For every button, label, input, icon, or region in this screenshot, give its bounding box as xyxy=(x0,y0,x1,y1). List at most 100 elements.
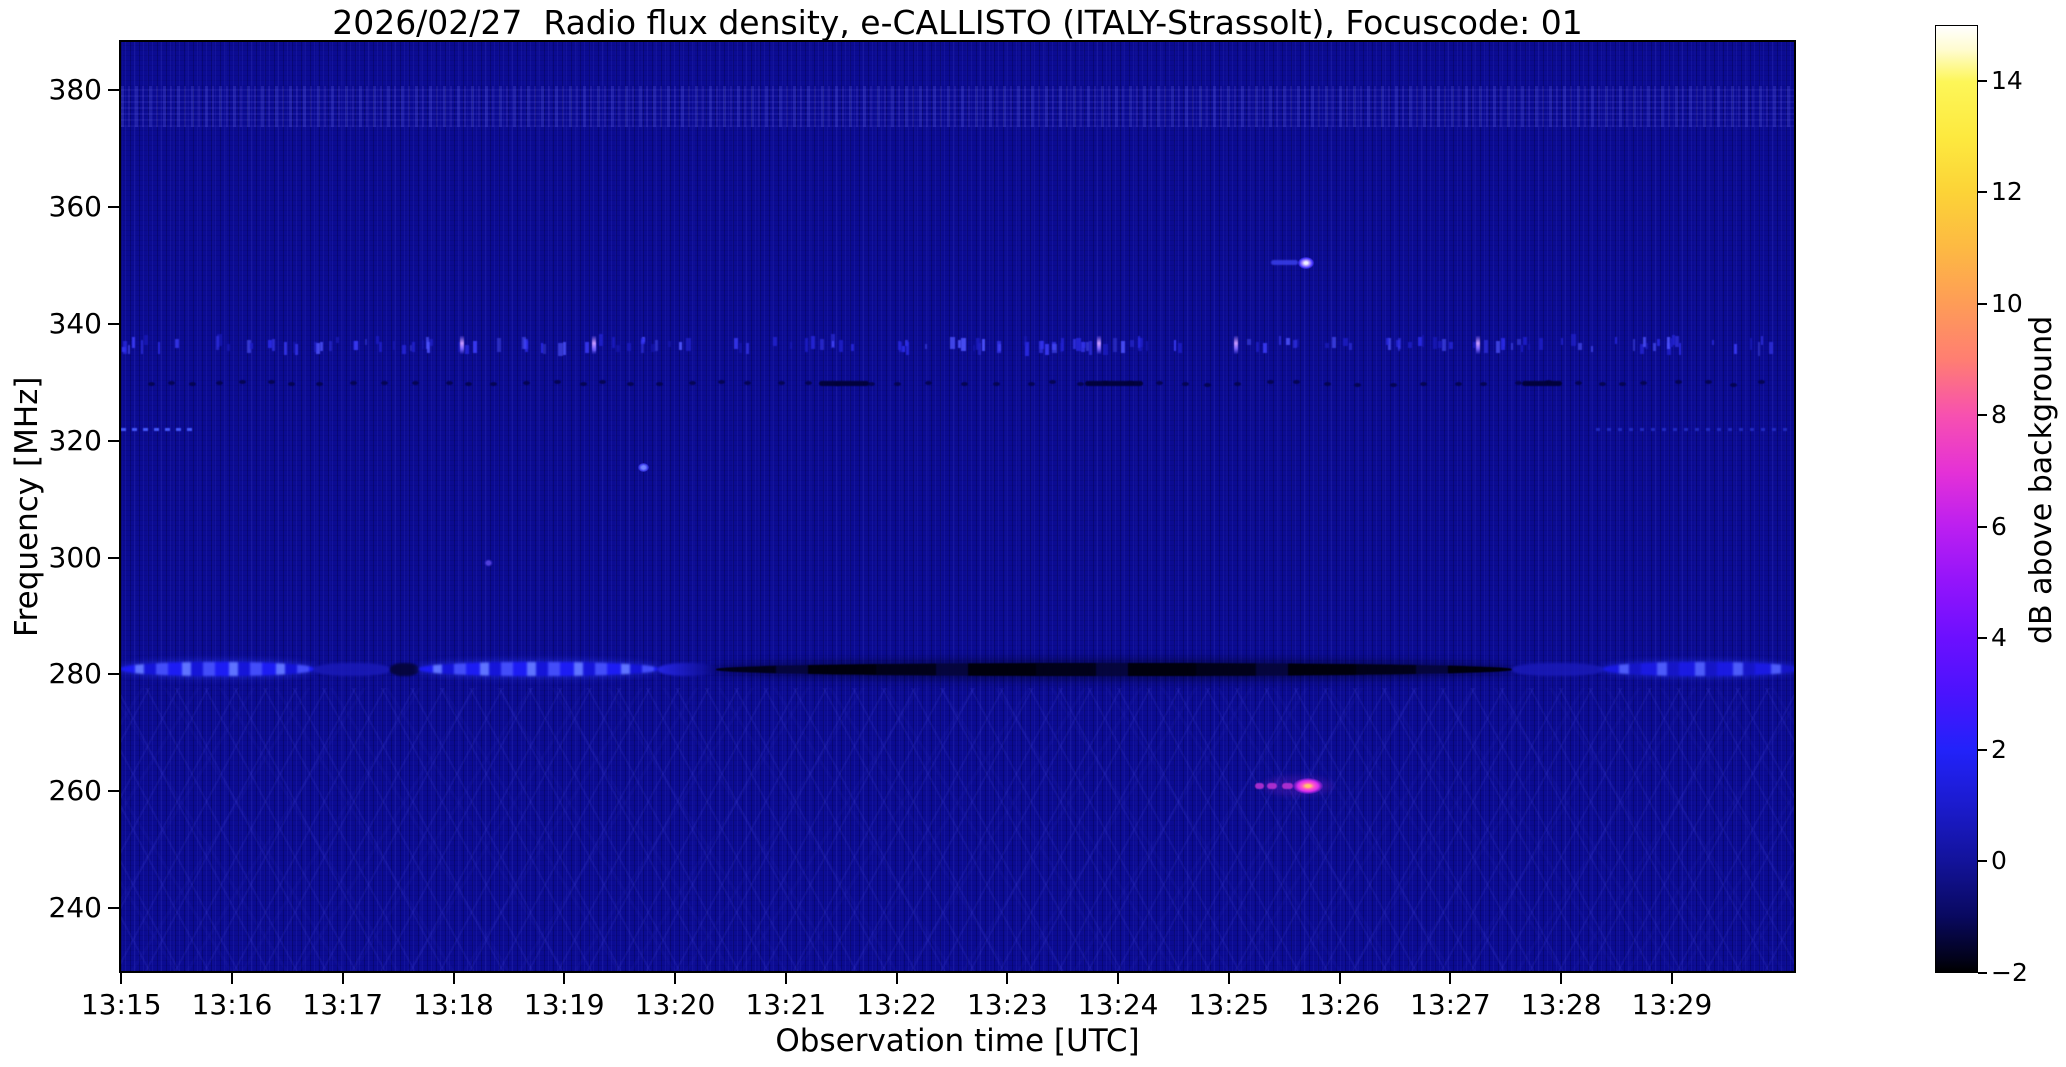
rfi-streak xyxy=(465,345,469,354)
rfi-streak xyxy=(542,344,547,354)
rfi-streak xyxy=(412,342,416,352)
x-tick-mark xyxy=(452,973,455,984)
rfi-streak xyxy=(220,334,223,347)
x-tick-mark xyxy=(784,973,787,984)
rfi-streak xyxy=(1643,337,1646,348)
rfi-streak xyxy=(1396,339,1400,347)
rfi-streak xyxy=(1501,337,1506,350)
burst-261MHz-dash xyxy=(1267,783,1278,790)
x-tick-label: 13:29 xyxy=(1631,988,1713,1021)
rfi-streak xyxy=(1397,346,1400,352)
rfi-streak xyxy=(1286,337,1290,346)
absorption-dot xyxy=(626,382,634,387)
rfi-streak xyxy=(329,341,333,352)
rfi-streak xyxy=(316,343,320,354)
rfi-streak xyxy=(227,343,231,351)
rfi-streak xyxy=(1527,343,1530,351)
rfi-streak xyxy=(746,342,750,355)
rfi-streak xyxy=(1678,343,1682,356)
colorbar-tick-label: −2 xyxy=(1991,958,2028,987)
rfi-streak xyxy=(144,335,148,345)
rfi-streak xyxy=(1292,339,1297,348)
rfi-streak xyxy=(1522,336,1527,345)
rfi-streak xyxy=(283,341,287,356)
colorbar-tick-label: 4 xyxy=(1991,623,2007,653)
absorption-dot xyxy=(381,380,389,385)
absorption-dot xyxy=(656,381,664,386)
carrier-281MHz-bright-a xyxy=(121,662,314,677)
rfi-streak xyxy=(1343,338,1348,347)
rfi-streak xyxy=(805,337,809,352)
rfi-streak xyxy=(1749,338,1752,351)
rfi-streak xyxy=(472,340,477,354)
colorbar-tick-mark xyxy=(1978,748,1987,751)
x-axis-label: Observation time [UTC] xyxy=(775,1023,1140,1059)
absorption-dot xyxy=(465,382,473,387)
absorption-dot xyxy=(1181,381,1189,386)
rfi-streak xyxy=(611,336,616,349)
line-322MHz-left xyxy=(121,427,196,431)
rfi-streak xyxy=(1640,343,1645,354)
rfi-streak xyxy=(820,339,825,351)
rfi-bright-streak xyxy=(591,335,596,354)
rfi-streak xyxy=(1432,336,1438,350)
rfi-streak xyxy=(1060,337,1065,352)
rfi-streak xyxy=(1666,336,1671,350)
absorption-dot xyxy=(1619,382,1627,387)
rfi-streak xyxy=(1387,337,1392,350)
rfi-streak xyxy=(810,336,815,350)
absorption-dot xyxy=(579,381,587,386)
y-tick-mark xyxy=(108,439,119,442)
x-tick-mark xyxy=(1117,973,1120,984)
rfi-streak xyxy=(429,339,433,347)
colorbar-tick-label: 6 xyxy=(1991,511,2007,541)
rfi-streak xyxy=(1590,346,1593,352)
absorption-dot xyxy=(188,381,196,386)
x-tick-mark xyxy=(1227,973,1230,984)
x-tick-mark xyxy=(895,973,898,984)
rfi-streak xyxy=(651,343,655,352)
rfi-streak xyxy=(1349,342,1352,350)
absorption-dot xyxy=(490,382,498,387)
rfi-streak xyxy=(1045,343,1049,355)
absorption-dot xyxy=(599,379,607,384)
x-tick-label: 13:20 xyxy=(634,988,716,1021)
rfi-streak xyxy=(1080,342,1085,352)
rfi-streak xyxy=(958,339,962,348)
y-tick-mark xyxy=(108,89,119,92)
colorbar-tick-label: 14 xyxy=(1991,65,2023,95)
rfi-streak xyxy=(1255,341,1259,352)
absorption-dot xyxy=(350,380,358,385)
x-tick-label: 13:15 xyxy=(80,988,162,1021)
x-tick-mark xyxy=(563,973,566,984)
absorption-dot xyxy=(1640,380,1648,385)
absorption-dot xyxy=(718,379,726,384)
y-tick-label: 360 xyxy=(48,190,102,224)
rfi-streak xyxy=(1442,338,1447,351)
rfi-streak xyxy=(1614,336,1618,344)
rfi-streak xyxy=(497,337,502,352)
rfi-bright-streak xyxy=(1475,335,1480,354)
rfi-streak xyxy=(1263,342,1268,353)
absorption-dot xyxy=(315,382,323,387)
rfi-streak xyxy=(839,340,843,352)
chart-title: 2026/02/27 Radio flux density, e-CALLIST… xyxy=(332,3,1583,42)
absorption-dot xyxy=(412,381,420,386)
absorption-dot xyxy=(168,381,176,386)
carrier-281MHz-dark-long xyxy=(715,662,1513,677)
spectrogram-plot-area xyxy=(119,40,1796,973)
rfi-streak xyxy=(421,339,425,349)
rfi-streak xyxy=(1653,342,1656,352)
x-tick-label: 13:26 xyxy=(1299,988,1380,1021)
x-tick-mark xyxy=(341,973,344,984)
rfi-streak xyxy=(1510,343,1513,351)
rfi-streak xyxy=(1088,340,1093,355)
rfi-streak xyxy=(540,343,544,353)
rfi-streak xyxy=(426,336,430,349)
x-tick-label: 13:22 xyxy=(856,988,937,1021)
rfi-streak xyxy=(1294,339,1299,348)
rfi-streak xyxy=(1578,342,1583,351)
rfi-streak xyxy=(354,340,359,350)
rfi-streak xyxy=(1278,335,1282,346)
rfi-streak xyxy=(1397,337,1402,350)
